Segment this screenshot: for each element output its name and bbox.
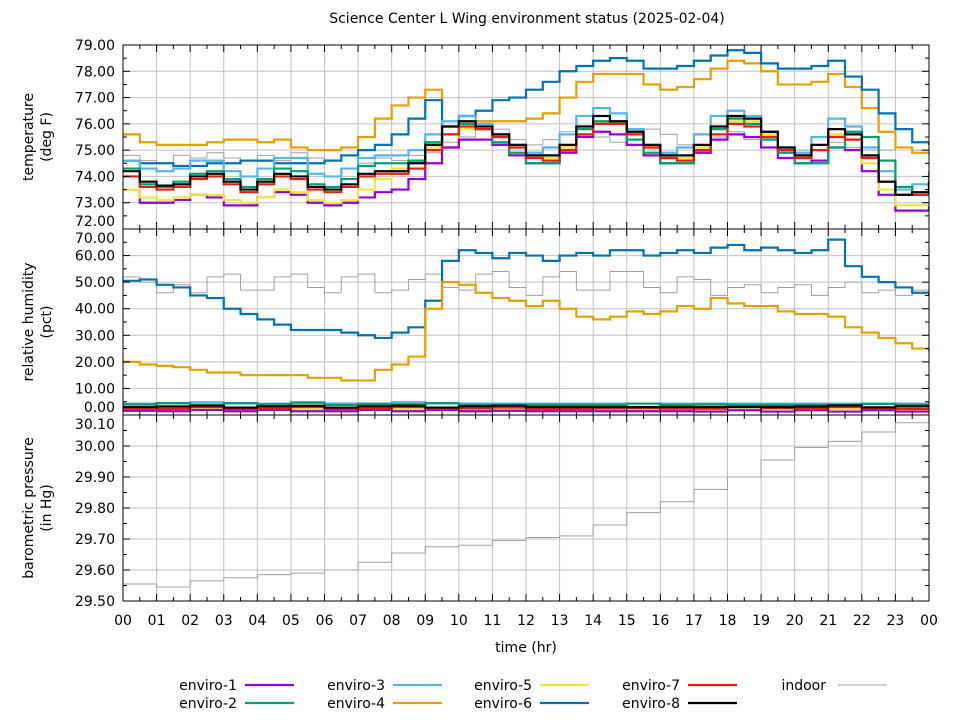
y-tick-label: 30.10 [75, 417, 115, 433]
series-line-enviro-4 [123, 59, 929, 154]
y-tick-label: 30.00 [75, 328, 115, 344]
x-tick-label: 12 [517, 613, 535, 629]
x-tick-label: 15 [618, 613, 636, 629]
x-tick-label: 22 [853, 613, 871, 629]
y-tick-label: 73.00 [75, 196, 115, 212]
x-tick-label: 18 [719, 613, 737, 629]
y-tick-label: 20.00 [75, 355, 115, 371]
y-axis-label: temperature [21, 93, 37, 181]
x-tick-label: 17 [685, 613, 703, 629]
legend-item-indoor: indoor [781, 678, 887, 694]
x-tick-label: 10 [450, 613, 468, 629]
y-tick-label: 29.50 [75, 594, 115, 610]
legend-label: enviro-3 [327, 678, 385, 694]
legend-item-enviro-6: enviro-6 [474, 696, 589, 712]
x-tick-label: 11 [484, 613, 502, 629]
panel-3: 29.50 29.60 29.70 29.80 29.90 30.00 30.10 barom… [21, 414, 930, 610]
y-axis-label: (deg F) [39, 112, 55, 162]
x-tick-label: 19 [752, 613, 770, 629]
x-tick-label: 16 [651, 613, 669, 629]
legend-label: enviro-8 [622, 696, 680, 712]
x-tick-label: 05 [282, 613, 300, 629]
y-tick-label: 29.90 [75, 470, 115, 486]
chart-panels: 72.00 73.00 74.00 75.00 76.00 77.00 78.00 79.00… [21, 38, 938, 629]
x-tick-label: 01 [148, 613, 166, 629]
y-tick-label: 76.00 [75, 117, 115, 133]
x-axis-label: time (hr) [495, 640, 557, 656]
y-axis-label: barometric pressure [21, 437, 37, 578]
series-line-enviro-8 [123, 404, 929, 409]
y-tick-label: 29.60 [75, 563, 115, 579]
x-tick-label: 21 [819, 613, 837, 629]
x-tick-label: 04 [248, 613, 266, 629]
y-tick-label: 29.80 [75, 501, 115, 517]
legend: enviro-1 enviro-2 enviro-3 enviro-4 enviro-5… [179, 678, 887, 712]
panel-2: 0.00 10.00 20.00 30.00 40.00 50.00 60.00 70.00 r… [21, 228, 930, 416]
legend-label: enviro-2 [179, 696, 237, 712]
y-tick-label: 75.00 [75, 143, 115, 159]
x-tick-label: 06 [316, 613, 334, 629]
y-tick-label: 30.00 [75, 439, 115, 455]
y-tick-label: 0.00 [84, 400, 115, 416]
x-tick-label: 00 [920, 613, 938, 629]
series-line-indoor [123, 271, 929, 299]
y-axis-label: relative humidity [21, 262, 37, 381]
y-tick-label: 50.00 [75, 275, 115, 291]
y-tick-label: 70.00 [75, 231, 115, 247]
x-tick-label: 13 [551, 613, 569, 629]
legend-label: enviro-5 [474, 678, 532, 694]
series-line-indoor [123, 416, 929, 588]
legend-label: enviro-6 [474, 696, 532, 712]
legend-item-enviro-1: enviro-1 [179, 678, 294, 694]
x-tick-label: 20 [786, 613, 804, 629]
x-tick-label: 08 [383, 613, 401, 629]
series-line-enviro-2 [123, 401, 929, 407]
y-axis-label: (pct) [39, 306, 55, 339]
y-tick-label: 72.00 [75, 214, 115, 230]
x-tick-label: 03 [215, 613, 233, 629]
x-tick-label: 14 [584, 613, 602, 629]
y-tick-label: 78.00 [75, 64, 115, 80]
y-tick-label: 79.00 [75, 38, 115, 54]
y-axis-label: (in Hg) [39, 484, 55, 532]
chart-title: Science Center L Wing environment status… [329, 11, 725, 27]
y-tick-label: 40.00 [75, 302, 115, 318]
legend-item-enviro-5: enviro-5 [474, 678, 589, 694]
y-tick-label: 74.00 [75, 169, 115, 185]
legend-item-enviro-4: enviro-4 [327, 696, 442, 712]
panel-1: 72.00 73.00 74.00 75.00 76.00 77.00 78.00 79.00… [21, 38, 930, 230]
series-line-enviro-8 [123, 114, 929, 196]
x-tick-label: 07 [349, 613, 367, 629]
y-tick-label: 10.00 [75, 381, 115, 397]
x-tick-label: 02 [181, 613, 199, 629]
legend-item-enviro-8: enviro-8 [622, 696, 737, 712]
series-line-enviro-6 [123, 49, 929, 168]
legend-label: enviro-7 [622, 678, 680, 694]
legend-label: enviro-4 [327, 696, 385, 712]
legend-item-enviro-3: enviro-3 [327, 678, 442, 694]
y-tick-label: 77.00 [75, 91, 115, 107]
series-line-enviro-3 [123, 106, 929, 191]
x-tick-label: 23 [887, 613, 905, 629]
legend-item-enviro-2: enviro-2 [179, 696, 294, 712]
y-tick-label: 60.00 [75, 249, 115, 265]
legend-item-enviro-7: enviro-7 [622, 678, 737, 694]
legend-label: indoor [781, 678, 826, 694]
legend-label: enviro-1 [179, 678, 237, 694]
x-tick-label: 00 [114, 613, 132, 629]
x-tick-label: 09 [416, 613, 434, 629]
series-line-enviro-4 [123, 281, 929, 382]
series-line-enviro-6 [123, 238, 929, 340]
y-tick-label: 29.70 [75, 532, 115, 548]
